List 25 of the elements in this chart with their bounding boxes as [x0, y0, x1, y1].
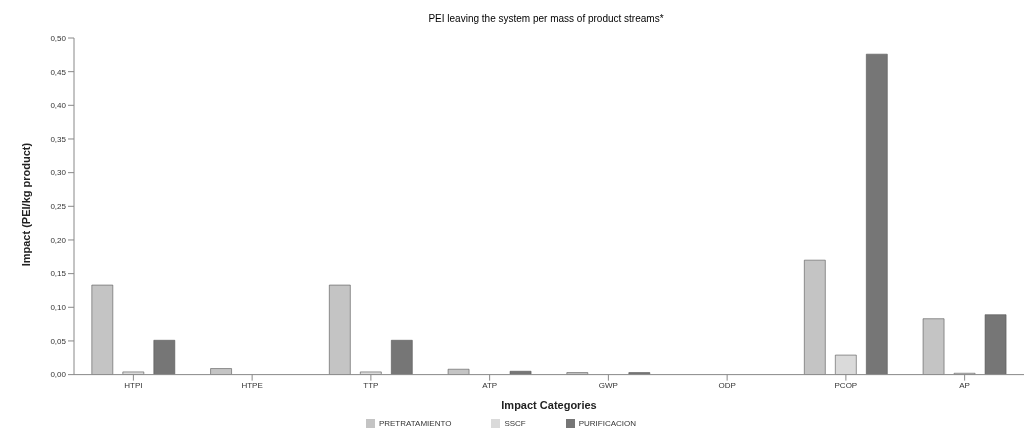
- y-tick-label: 0,00: [50, 370, 67, 380]
- x-tick-label: PCOP: [834, 381, 858, 391]
- y-tick-label: 0,15: [50, 269, 67, 279]
- x-tick-label: HTPI: [124, 381, 143, 391]
- x-tick-label: AP: [959, 381, 970, 391]
- x-tick-label: HTPE: [241, 381, 263, 391]
- x-axis-title: Impact Categories: [501, 398, 597, 411]
- legend-label: PRETRATAMIENTO: [378, 418, 452, 428]
- y-tick-label: 0,40: [50, 101, 67, 111]
- x-tick-label: TTP: [363, 381, 379, 391]
- legend-label: SSCF: [504, 418, 526, 428]
- y-tick-label: 0,10: [50, 303, 67, 313]
- x-tick-label: ODP: [718, 381, 736, 391]
- y-tick-label: 0,45: [50, 67, 67, 77]
- legend-label: PURIFICACION: [578, 418, 637, 428]
- x-tick-label: GWP: [598, 381, 618, 391]
- chart-title: PEI leaving the system per mass of product streams*: [427, 12, 665, 26]
- y-tick-label: 0,05: [50, 336, 67, 346]
- x-tick-label: ATP: [482, 381, 498, 391]
- y-tick-label: 0,30: [50, 168, 67, 178]
- y-tick-label: 0,50: [50, 33, 67, 43]
- y-axis-title: Impact (PEI/kg product): [19, 142, 32, 267]
- y-tick-label: 0,20: [50, 235, 67, 245]
- y-tick-label: 0,25: [50, 202, 67, 212]
- y-tick-label: 0,35: [50, 134, 67, 144]
